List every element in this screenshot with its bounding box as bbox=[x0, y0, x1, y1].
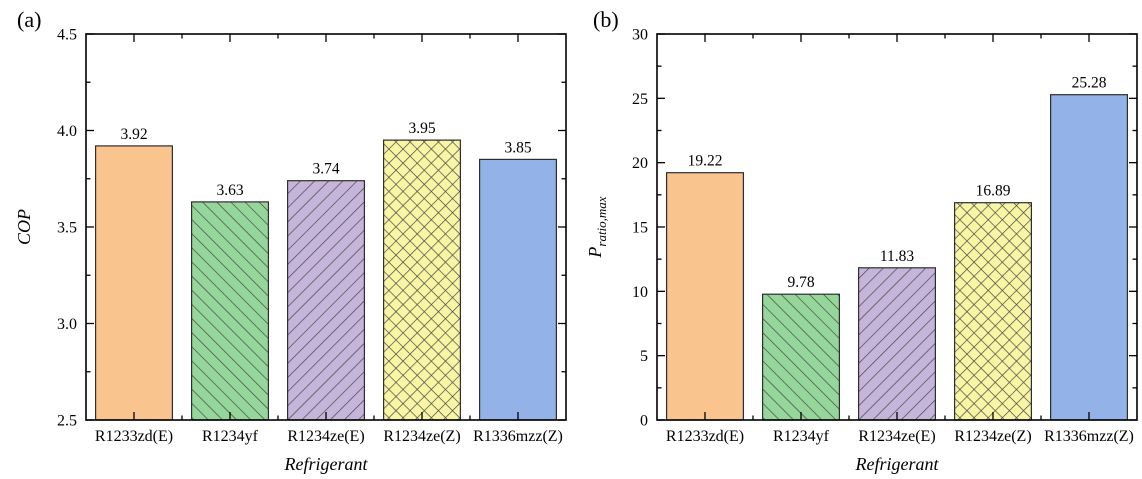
bar-group-R1233zd(E): 3.92 R1233zd(E) bbox=[95, 126, 173, 445]
bar-value-label: 11.83 bbox=[880, 248, 915, 265]
bar-hatch bbox=[191, 201, 269, 420]
bar-group-R1234yf: 9.78 R1234yf bbox=[762, 274, 841, 445]
y-tick-label: 0 bbox=[640, 413, 648, 430]
x-tick-label: R1234ze(E) bbox=[287, 428, 364, 445]
y-tick-label: 4.0 bbox=[57, 123, 77, 140]
x-tick-label: R1234ze(E) bbox=[858, 428, 935, 445]
y-axis-title: Pratio,max bbox=[585, 196, 609, 258]
x-tick-label: R1234ze(Z) bbox=[383, 428, 460, 445]
y-tick-label: 30 bbox=[632, 27, 648, 44]
panel-a-label: (a) bbox=[17, 7, 42, 32]
bar-group-R1234ze(E): 3.74 R1234ze(E) bbox=[287, 161, 366, 445]
x-axis-title: Refrigerant bbox=[855, 454, 940, 474]
bar-value-label: 16.89 bbox=[976, 183, 1011, 200]
y-tick-label: 2.5 bbox=[57, 413, 77, 430]
y-tick-label: 15 bbox=[632, 220, 648, 237]
bar-value-label: 3.85 bbox=[504, 139, 531, 156]
y-tick-label: 10 bbox=[632, 284, 648, 301]
bar-value-label: 3.74 bbox=[312, 161, 339, 178]
y-tick-label: 20 bbox=[632, 155, 648, 172]
bar-hatch bbox=[287, 180, 365, 420]
bar-value-label: 3.92 bbox=[120, 126, 147, 143]
bar-group-R1233zd(E): 19.22 R1233zd(E) bbox=[666, 153, 744, 445]
x-tick-label: R1234ze(Z) bbox=[954, 428, 1031, 445]
panel-b-label: (b) bbox=[593, 7, 619, 32]
bar-value-label: 19.22 bbox=[688, 153, 723, 170]
bar-value-label: 3.95 bbox=[408, 120, 435, 137]
y-axis-title: COP bbox=[14, 209, 34, 245]
cop-bar-chart: 3.92R1233zd(E)3.63R1234yf3.74R1234ze(E)3… bbox=[14, 27, 567, 474]
y-tick-label: 3.5 bbox=[57, 220, 77, 237]
panel-b: (b) 19.22 R1233zd(E) 9.78 R1234yf 11.83 R1234… bbox=[571, 0, 1142, 479]
bar-fill bbox=[666, 172, 744, 420]
y-tick-label: 5 bbox=[640, 348, 648, 365]
bar-fill bbox=[1050, 94, 1128, 420]
x-tick-label: R1234yf bbox=[202, 428, 259, 445]
bar-hatch bbox=[954, 202, 1032, 420]
bar-group-R1336mzz(Z): 25.28 R1336mzz(Z) bbox=[1044, 75, 1134, 445]
x-tick-label: R1336mzz(Z) bbox=[1044, 428, 1134, 445]
bar-hatch bbox=[383, 140, 461, 420]
x-tick-label: R1233zd(E) bbox=[666, 428, 744, 445]
pressure-ratio-bar-chart: 19.22 R1233zd(E) 9.78 R1234yf 11.83 R1234ze(E… bbox=[585, 27, 1138, 474]
x-tick-label: R1234yf bbox=[773, 428, 830, 445]
bar-fill bbox=[479, 159, 557, 420]
y-tick-label: 4.5 bbox=[57, 27, 77, 44]
x-tick-label: R1233zd(E) bbox=[95, 428, 173, 445]
x-axis-title: Refrigerant bbox=[284, 454, 369, 474]
bar-value-label: 3.63 bbox=[216, 182, 243, 199]
bar-group-R1234ze(E): 11.83 R1234ze(E) bbox=[858, 248, 937, 445]
x-tick-label: R1336mzz(Z) bbox=[473, 428, 563, 445]
y-tick-label: 3.0 bbox=[57, 316, 77, 333]
bar-group-R1234yf: 3.63 R1234yf bbox=[191, 182, 270, 445]
bar-value-label: 9.78 bbox=[787, 274, 814, 291]
bar-hatch bbox=[858, 267, 936, 420]
bar-group-R1234ze(Z): 3.95 R1234ze(Z) bbox=[383, 120, 462, 445]
bar-value-label: 25.28 bbox=[1072, 75, 1107, 92]
y-tick-label: 25 bbox=[632, 91, 648, 108]
bar-hatch bbox=[762, 294, 840, 420]
bar-fill bbox=[95, 145, 173, 420]
bar-group-R1336mzz(Z): 3.85 R1336mzz(Z) bbox=[473, 139, 563, 445]
bar-group-R1234ze(Z): 16.89 R1234ze(Z) bbox=[954, 183, 1033, 445]
panel-a: (a) 3.92 R1233zd(E) 3.63 R1234yf 3.74 R1234ze… bbox=[14, 7, 567, 474]
